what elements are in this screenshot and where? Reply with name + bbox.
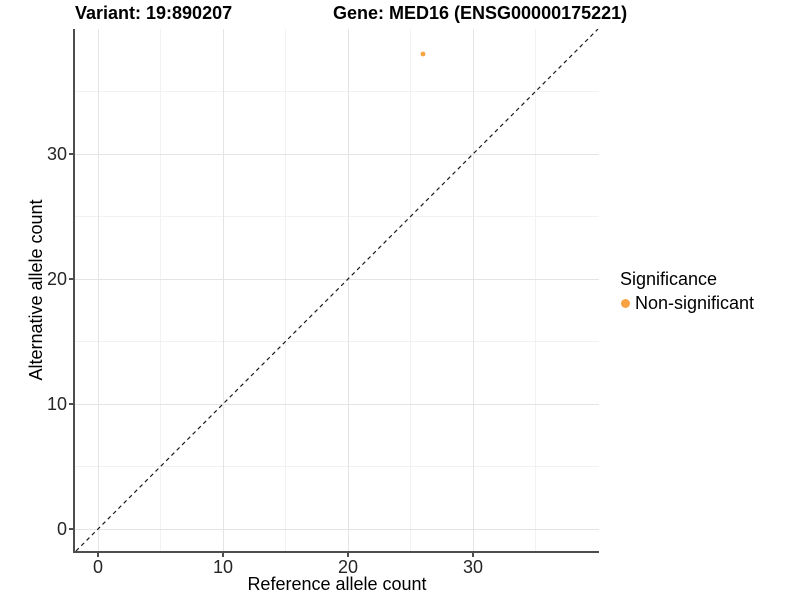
y-tick-30 <box>69 153 73 155</box>
gridline-x-major-30 <box>472 29 474 551</box>
gridline-x-major-0 <box>97 29 99 551</box>
gridline-y-minor-5 <box>75 466 599 467</box>
plot-canvas <box>75 29 599 551</box>
gridline-x-minor-15 <box>285 29 286 551</box>
gridline-x-major-10 <box>222 29 224 551</box>
x-tick-label-0: 0 <box>92 557 103 577</box>
gridline-x-major-20 <box>347 29 349 551</box>
legend-point-icon <box>621 298 630 308</box>
x-tick-label-20: 20 <box>337 557 359 577</box>
plot-panel <box>73 29 599 553</box>
x-tick-10 <box>222 553 224 557</box>
x-tick-0 <box>97 553 99 557</box>
gridline-y-minor-35 <box>75 91 599 92</box>
gridline-y-major-20 <box>75 278 599 280</box>
y-tick-10 <box>69 403 73 405</box>
y-tick-0 <box>69 528 73 530</box>
gridline-y-minor-15 <box>75 341 599 342</box>
x-tick-30 <box>472 553 474 557</box>
plot-title-variant: Variant: 19:890207 <box>75 3 233 23</box>
identity-reference-line <box>75 29 599 551</box>
data-point <box>420 51 426 57</box>
gridline-x-minor-35 <box>535 29 536 551</box>
y-tick-label-0: 0 <box>56 519 67 539</box>
gridline-y-major-10 <box>75 403 599 405</box>
y-tick-label-30: 30 <box>46 144 67 164</box>
legend-item-label: Non-significant <box>635 293 755 313</box>
gridline-y-minor-25 <box>75 216 599 217</box>
legend-item-non-significant: Non-significant <box>621 292 754 314</box>
x-tick-label-10: 10 <box>212 557 234 577</box>
legend-title: Significance <box>620 269 718 289</box>
x-tick-20 <box>347 553 349 557</box>
x-axis-title: Reference allele count <box>247 574 427 594</box>
legend: Significance Non-significant <box>620 268 754 314</box>
gridline-x-minor-5 <box>160 29 161 551</box>
gridline-y-major-0 <box>75 528 599 530</box>
gridline-x-minor-25 <box>410 29 411 551</box>
y-tick-20 <box>69 278 73 280</box>
plot-title-gene: Gene: MED16 (ENSG00000175221) <box>333 3 628 23</box>
y-tick-label-20: 20 <box>46 269 67 289</box>
gridline-y-major-30 <box>75 153 599 155</box>
x-tick-label-30: 30 <box>462 557 484 577</box>
y-axis-title: Alternative allele count <box>26 199 46 381</box>
y-tick-label-10: 10 <box>46 394 67 414</box>
